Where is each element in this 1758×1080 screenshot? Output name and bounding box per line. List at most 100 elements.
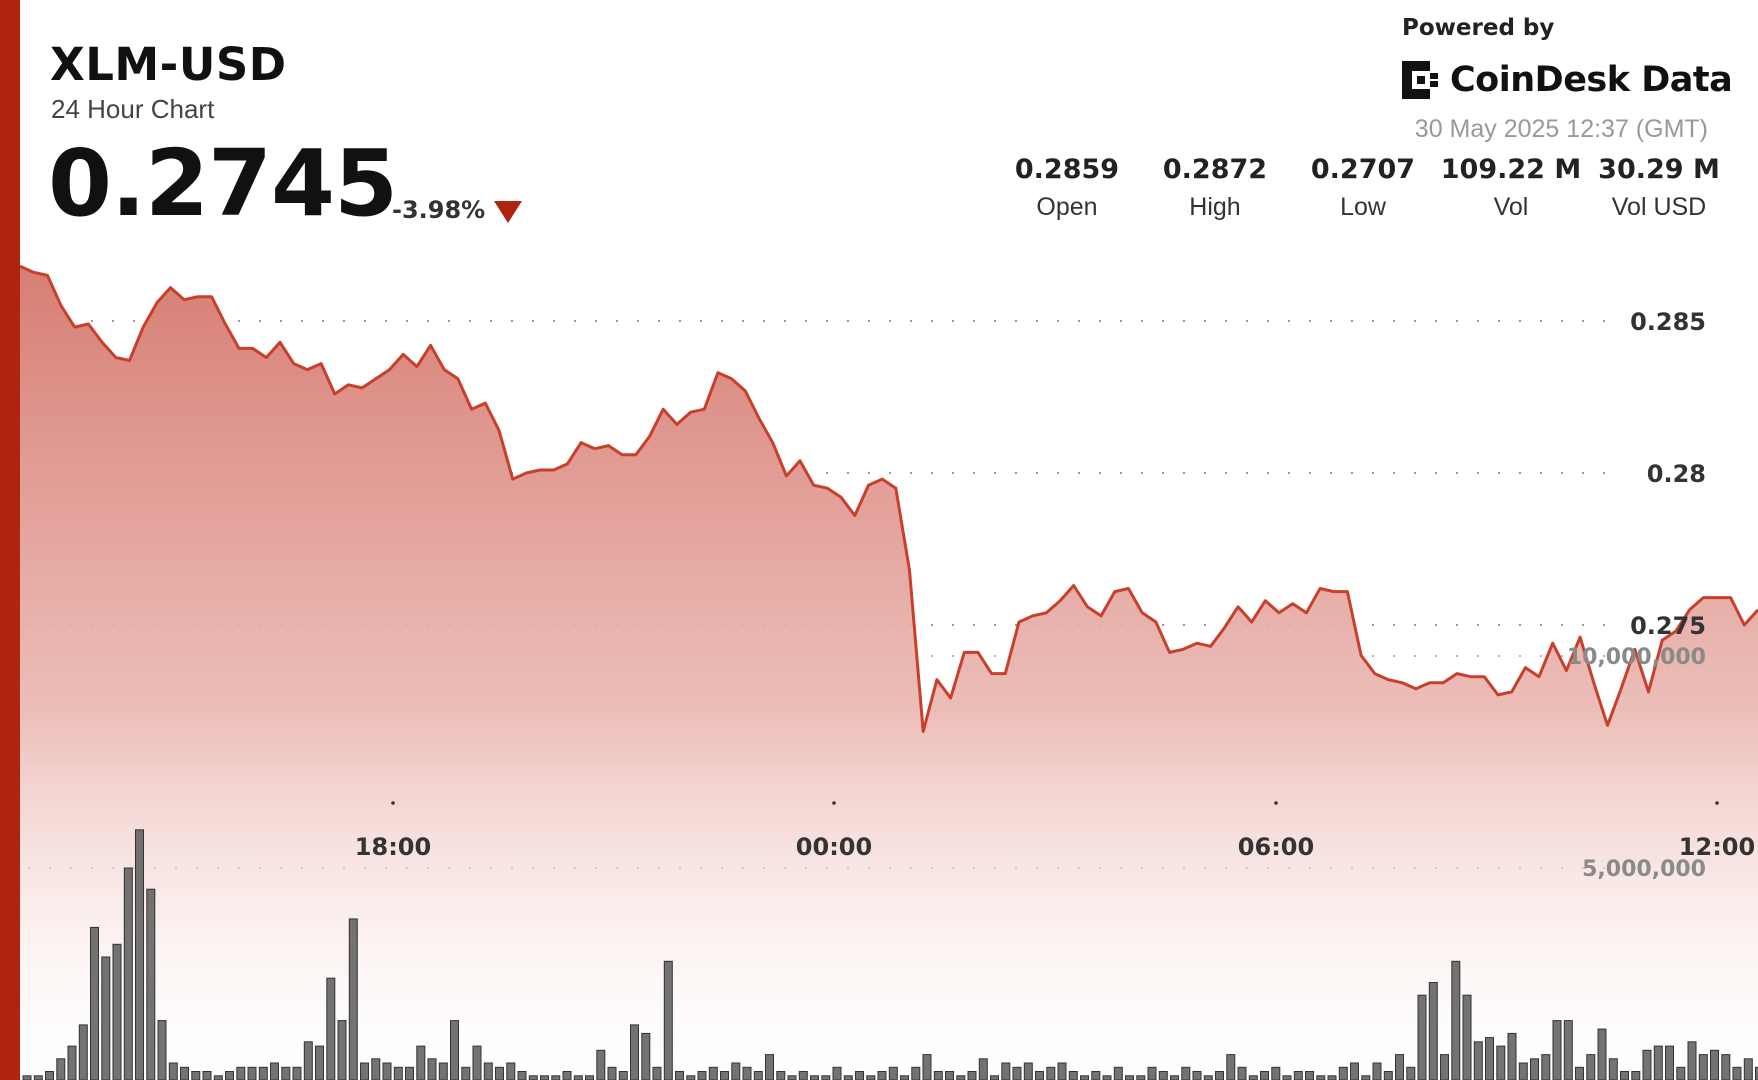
volume-bar — [1305, 1071, 1314, 1080]
stat-vol-usd-value: 30.29 M — [1598, 154, 1720, 185]
volume-bar — [697, 1071, 707, 1080]
volume-bar — [1192, 1071, 1202, 1080]
volume-bar — [1113, 1066, 1123, 1080]
volume-bar — [1338, 1066, 1348, 1080]
volume-bar — [517, 1071, 527, 1080]
stat-open-label: Open — [1036, 193, 1098, 221]
current-price: 0.2745 — [48, 130, 398, 237]
volume-bar — [405, 1066, 414, 1080]
volume-bar — [1541, 1054, 1551, 1080]
volume-bar — [337, 1020, 347, 1080]
volume-bar — [1372, 1062, 1382, 1080]
volume-bar — [202, 1071, 212, 1080]
volume-bar — [1451, 960, 1461, 1080]
volume-bar — [213, 1075, 223, 1080]
volume-bar — [843, 1075, 853, 1080]
x-tick-mark — [1715, 801, 1719, 805]
volume-bar — [292, 1066, 302, 1080]
price-change: -3.98% — [392, 196, 486, 224]
volume-bar — [1012, 1066, 1022, 1080]
x-tick-label: 06:00 — [1238, 833, 1314, 861]
accent-bar — [0, 0, 20, 1080]
volume-bar — [686, 1075, 696, 1080]
volume-bar — [607, 1066, 617, 1080]
volume-bar — [528, 1075, 538, 1080]
volume-bar — [461, 1066, 471, 1080]
volume-bar — [911, 1066, 921, 1080]
volume-bar — [855, 1071, 864, 1080]
x-tick-mark — [1274, 801, 1278, 805]
stat-low-label: Low — [1340, 193, 1386, 221]
volume-bar — [922, 1054, 932, 1080]
volume-bar — [956, 1075, 966, 1080]
stat-low-value: 0.2707 — [1310, 154, 1416, 185]
volume-bar — [551, 1075, 561, 1080]
volume-bar — [1698, 1054, 1708, 1080]
volume-bar — [270, 1062, 279, 1080]
volume-bar — [135, 829, 144, 1080]
stat-open: 0.2859 Open — [992, 156, 1142, 220]
stat-high-value: 0.2872 — [1162, 154, 1268, 185]
volume-bar — [787, 1075, 797, 1080]
volume-bar — [1676, 1066, 1686, 1080]
volume-bar — [641, 1032, 651, 1080]
volume-bar — [360, 1062, 369, 1080]
volume-bar — [798, 1071, 808, 1080]
volume-bar — [663, 960, 673, 1080]
volume-bar — [225, 1071, 234, 1080]
volume-bar — [1507, 1032, 1517, 1080]
volume-bar — [1068, 1071, 1078, 1080]
volume-bar — [1743, 1058, 1753, 1080]
volume-bar — [1383, 1071, 1393, 1080]
volume-bar — [1203, 1075, 1213, 1080]
volume-bar — [483, 1062, 493, 1080]
volume-bar — [1530, 1058, 1539, 1080]
price-series-line — [19, 264, 1758, 733]
volume-bar — [1260, 1071, 1269, 1080]
volume-bar — [630, 1024, 639, 1080]
volume-bar — [1046, 1066, 1056, 1080]
volume-bar — [776, 1071, 786, 1080]
volume-bar — [1485, 1037, 1494, 1080]
volume-bar — [1001, 1062, 1011, 1080]
volume-bar — [1417, 994, 1427, 1080]
volume-tick-label: 5,000,000 — [1582, 857, 1706, 882]
volume-bars — [22, 829, 1758, 1080]
volume-bar — [753, 1071, 763, 1080]
volume-bar — [1327, 1075, 1337, 1080]
volume-bar — [596, 1049, 606, 1080]
volume-bar — [438, 1062, 448, 1080]
volume-bar — [236, 1066, 246, 1080]
x-tick-mark — [391, 801, 395, 805]
volume-bar — [978, 1058, 988, 1080]
volume-bar — [1440, 1054, 1449, 1080]
volume-bar — [281, 1066, 291, 1080]
brand-logo: CoinDesk Data — [1400, 58, 1733, 102]
volume-bar — [1620, 1071, 1629, 1080]
volume-bar — [78, 1024, 88, 1080]
volume-bar — [1755, 1066, 1758, 1080]
volume-bar — [877, 1071, 887, 1080]
y-tick-label: 0.28 — [1647, 460, 1706, 488]
volume-bar — [168, 1062, 178, 1080]
volume-bar — [888, 1066, 898, 1080]
stat-vol-label: Vol — [1493, 193, 1529, 221]
volume-bar — [303, 1041, 313, 1080]
volume-bar — [146, 888, 156, 1080]
coindesk-logo-icon — [1402, 61, 1438, 99]
volume-bar — [1125, 1075, 1134, 1080]
x-tick-label: 12:00 — [1679, 833, 1755, 861]
volume-bar — [1316, 1075, 1326, 1080]
stat-vol-usd-label: Vol USD — [1611, 193, 1707, 221]
volume-tick-label: 10,000,000 — [1567, 645, 1706, 670]
volume-bar — [191, 1071, 201, 1080]
volume-bar — [56, 1058, 66, 1080]
volume-bar — [1642, 1049, 1652, 1080]
volume-bar — [1271, 1066, 1281, 1080]
stat-open-value: 0.2859 — [1014, 154, 1120, 185]
volume-bar — [675, 1071, 684, 1080]
x-axis-ticks: 18:00 00:00 06:00 12:00 — [355, 801, 1755, 861]
volume-bar — [1552, 1020, 1562, 1080]
volume-bar — [22, 1075, 32, 1080]
